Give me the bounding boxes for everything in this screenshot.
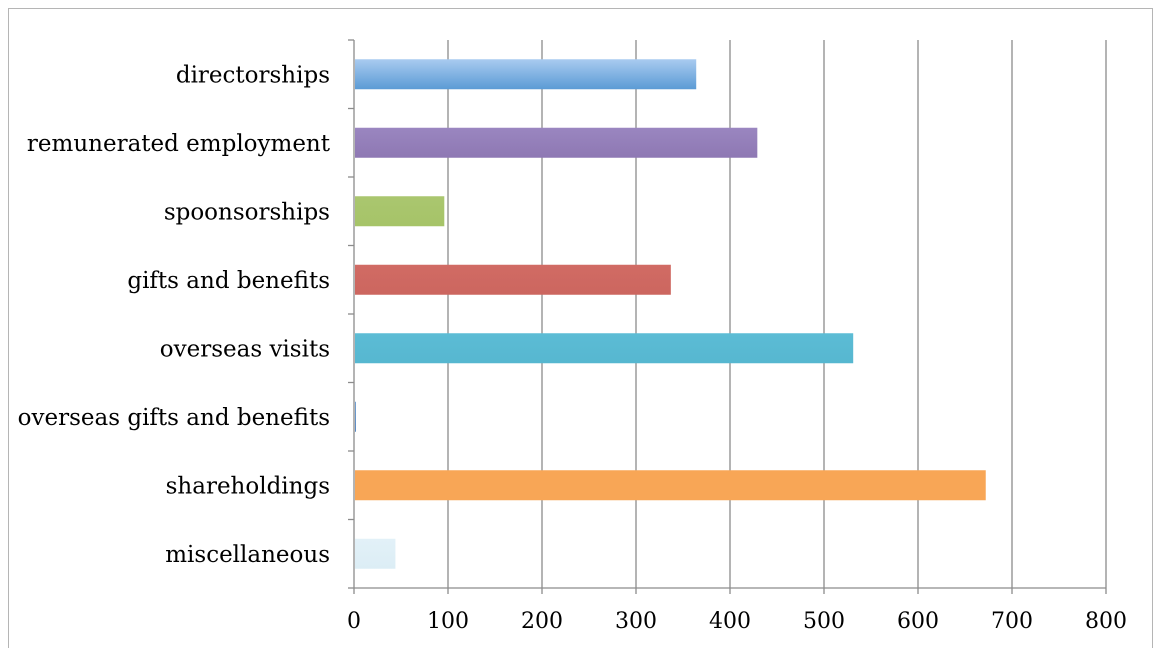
category-labels: directorships remunerated employment spoon…: [18, 62, 331, 568]
category-label: shareholdings: [166, 473, 330, 499]
category-label: miscellaneous: [165, 542, 330, 568]
x-tick-label: 100: [427, 609, 469, 634]
bar-remunerated-employment: [355, 127, 758, 158]
x-tick-label: 400: [709, 609, 751, 634]
bar-overseas-gifts-and-benefits: [355, 401, 356, 432]
gridlines: [447, 40, 1107, 588]
bar-directorships: [355, 59, 697, 90]
category-label: directorships: [176, 62, 330, 88]
category-label: gifts and benefits: [127, 268, 330, 294]
category-label: spoonsorships: [164, 199, 330, 225]
x-tick-labels: 0 100 200 300 400 500 600 700 800: [347, 609, 1127, 634]
bar-overseas-visits: [355, 333, 854, 364]
bar-gifts-and-benefits: [355, 264, 671, 295]
x-tick-label: 700: [991, 609, 1033, 634]
category-label: remunerated employment: [27, 131, 331, 157]
category-label: overseas visits: [160, 336, 330, 362]
bars: [355, 59, 986, 569]
x-tick-label: 500: [803, 609, 845, 634]
bar-shareholdings: [355, 470, 986, 501]
bar-spoonsorships: [355, 196, 445, 227]
x-tick-label: 600: [897, 609, 939, 634]
bar-miscellaneous: [355, 538, 396, 569]
x-tick-label: 200: [521, 609, 563, 634]
x-tick-label: 800: [1085, 609, 1127, 634]
chart-frame: [8, 8, 1153, 648]
category-label: overseas gifts and benefits: [18, 405, 330, 431]
x-tick-label: 0: [347, 609, 361, 634]
x-tick-label: 300: [615, 609, 657, 634]
axes: [348, 39, 1107, 594]
